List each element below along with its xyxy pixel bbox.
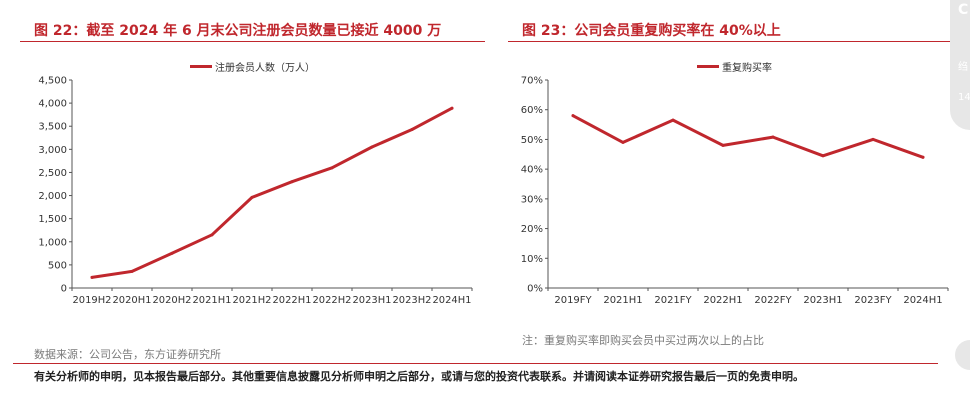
side-tab-char-3: 14	[958, 92, 970, 103]
chart-23-data-point	[671, 118, 675, 122]
chart-23-y-tick-label: 70%	[521, 76, 543, 87]
chart-23-y-tick-label: 20%	[521, 224, 543, 235]
side-scroll-knob	[955, 340, 970, 370]
chart-23-x-tick-label: 2022FY	[754, 295, 792, 306]
chart-22-x-tick-label: 2023H1	[353, 295, 392, 306]
chart-22-series-line	[90, 106, 454, 279]
footer-disclaimer: 有关分析师的申明，见本报告最后部分。其他重要信息披露见分析师申明之后部分，或请与…	[34, 370, 804, 383]
chart-22-x-tick-label: 2023H2	[393, 295, 432, 306]
footer-separator	[13, 363, 938, 364]
chart-23-x-tick-label: 2023FY	[854, 295, 892, 306]
chart-23-plot: 0% 10% 20% 30% 40% 50% 60% 70% 2019FY 2021H1 2021F…	[521, 76, 949, 306]
chart-23-title-rule	[508, 41, 970, 42]
chart-22-y-tick-label: 3,000	[38, 145, 67, 156]
chart-22-y-tick-label: 2,000	[38, 191, 67, 202]
chart-22-x-tick-label: 2022H1	[273, 295, 312, 306]
chart-23-legend: 重复购买率	[697, 59, 772, 74]
side-tab-char-2: 绉	[958, 62, 968, 73]
chart-23-data-point	[571, 114, 575, 118]
chart-22-y-tick-label: 1,500	[38, 214, 67, 225]
chart-23-x-tick-label: 2022H1	[703, 295, 742, 306]
chart-22-data-point	[130, 269, 134, 273]
chart-22-x-tick-label: 2021H1	[193, 295, 232, 306]
chart-23-data-point	[921, 155, 925, 159]
chart-22-x-tick-label: 2024H1	[433, 295, 472, 306]
chart-22-y-tick-label: 500	[48, 260, 67, 271]
chart-22-y-tick-label: 2,500	[38, 168, 67, 179]
chart-23-x-tick-label: 2019FY	[554, 295, 592, 306]
chart-22-x-tick-label: 2019H2	[73, 295, 112, 306]
chart-23-data-point	[621, 140, 625, 144]
chart-22-source: 数据来源：公司公告，东方证券研究所	[34, 348, 221, 361]
chart-23-legend-label: 重复购买率	[722, 63, 772, 74]
chart-23-data-point	[821, 154, 825, 158]
chart-23-title: 图 23：公司会员重复购买率在 40%以上	[522, 23, 781, 39]
chart-22-data-point	[210, 233, 214, 237]
chart-22-legend-label: 注册会员人数（万人）	[215, 63, 315, 74]
chart-23-series-line	[571, 114, 925, 159]
chart-22-title: 图 22：截至 2024 年 6 月末公司注册会员数量已接近 4000 万	[34, 23, 442, 39]
chart-23-note: 注：重复购买率即购买会员中买过两次以上的占比	[522, 334, 764, 347]
chart-22-data-point	[370, 145, 374, 149]
chart-23-y-tick-label: 30%	[521, 194, 543, 205]
chart-22-y-tick-label: 4,000	[38, 99, 67, 110]
chart-22-legend: 注册会员人数（万人）	[190, 59, 315, 74]
side-tab-char-1: C	[958, 2, 969, 18]
chart-22-title-rule	[20, 41, 485, 42]
chart-23-y-tick-label: 0%	[527, 284, 543, 295]
chart-23-data-point	[771, 135, 775, 139]
chart-22-data-point	[330, 166, 334, 170]
side-tab: C 绉 14	[950, 0, 970, 130]
chart-22-data-point	[250, 195, 254, 199]
chart-22-data-point	[450, 106, 454, 110]
chart-22-data-point	[170, 251, 174, 255]
chart-22-data-point	[410, 127, 414, 131]
chart-22-x-tick-label: 2020H1	[113, 295, 152, 306]
chart-22-data-point	[290, 180, 294, 184]
chart-22-legend-swatch	[190, 65, 212, 68]
chart-22-x-tick-label: 2022H2	[313, 295, 352, 306]
chart-22-data-point	[90, 275, 94, 279]
chart-22-y-tick-label: 4,500	[38, 76, 67, 87]
chart-23-x-tick-label: 2023H1	[803, 295, 842, 306]
chart-22-y-tick-label: 0	[61, 284, 67, 295]
chart-23-data-point	[871, 137, 875, 141]
chart-22-y-tick-label: 3,500	[38, 122, 67, 133]
chart-22-plot: 0 500 1,000 1,500 2,000 2,500 3,000 3,500 4,000 4…	[38, 76, 473, 306]
chart-23-y-tick-label: 10%	[521, 254, 543, 265]
chart-23-y-tick-label: 50%	[521, 135, 543, 146]
chart-23-y-tick-label: 60%	[521, 105, 543, 116]
chart-22-y-tick-label: 1,000	[38, 237, 67, 248]
chart-23-y-tick-label: 40%	[521, 165, 543, 176]
chart-23-x-tick-label: 2021FY	[654, 295, 692, 306]
chart-23-data-point	[721, 143, 725, 147]
chart-22-x-tick-label: 2021H2	[233, 295, 272, 306]
chart-23-x-tick-label: 2024H1	[903, 295, 942, 306]
chart-22-x-tick-label: 2020H2	[153, 295, 192, 306]
chart-23-legend-swatch	[697, 65, 719, 68]
chart-23-x-tick-label: 2021H1	[603, 295, 642, 306]
